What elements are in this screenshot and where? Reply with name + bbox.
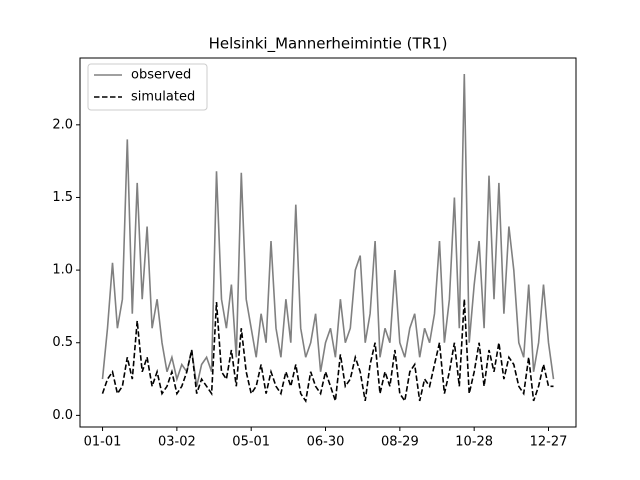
- plot-frame: [79, 57, 577, 428]
- series-line: [101, 73, 555, 387]
- chart-title: Helsinki_Mannerheimintie (TR1): [209, 35, 448, 54]
- x-tick-label: 10-28: [455, 435, 493, 450]
- x-tick-label: 01-01: [84, 435, 122, 450]
- y-tick-label: 0.5: [52, 335, 73, 350]
- x-tick-label: 06-30: [307, 435, 345, 450]
- y-tick-label: 1.5: [52, 190, 73, 205]
- y-tick-label: 1.0: [52, 263, 73, 278]
- series-line: [101, 299, 554, 403]
- x-tick-label: 03-02: [158, 435, 196, 450]
- x-tick-label: 08-29: [381, 435, 419, 450]
- y-tick-label: 2.0: [52, 117, 73, 132]
- legend-label: observed: [131, 68, 191, 83]
- y-tick-label: 0.0: [52, 408, 73, 423]
- x-tick-label: 12-27: [530, 435, 568, 450]
- x-tick-label: 05-01: [232, 435, 270, 450]
- legend-label: simulated: [131, 90, 195, 105]
